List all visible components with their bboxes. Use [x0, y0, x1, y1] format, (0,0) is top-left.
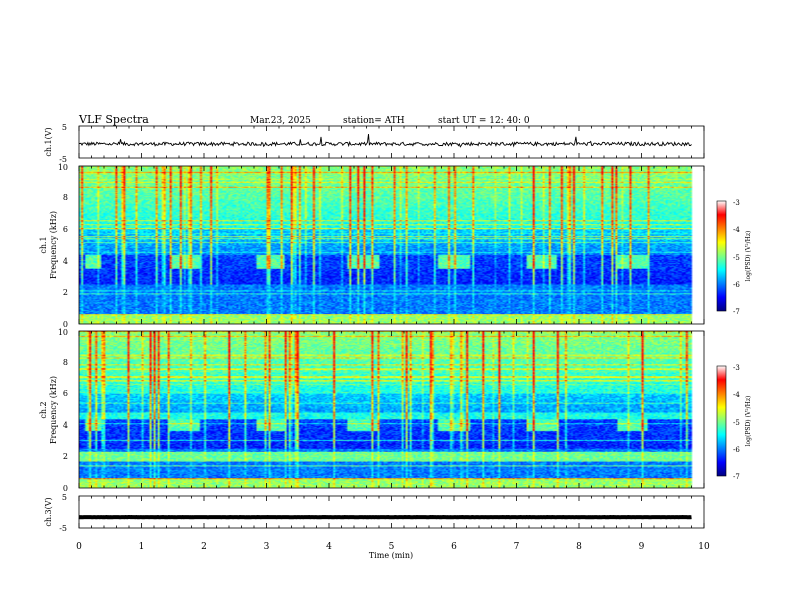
- figure-title: VLF Spectra: [78, 113, 149, 126]
- ch1-spectrogram-image: [79, 166, 704, 324]
- ch1-ytick-4: 4: [63, 257, 68, 266]
- ch2-cbar-tick-m6: -6: [733, 446, 740, 454]
- ch2-spectrogram-panel: 0 2 4 6 8 10 ch.2 Frequency (kHz): [39, 328, 705, 493]
- ch1-colorbar-gradient: [716, 200, 727, 312]
- ch2-spectrogram-ylabel: ch.2: [39, 401, 48, 418]
- ch3-ytick-top: 5: [62, 493, 67, 502]
- x-tick-label: 5: [389, 542, 395, 552]
- time-axis-label: Time (min): [369, 551, 413, 560]
- x-tick-label: 7: [514, 542, 520, 552]
- ch1-cbar-tick-m5: -5: [733, 254, 740, 262]
- ch1-waveform-ylabel: ch.1(V): [44, 127, 53, 156]
- ch1-frequency-label: Frequency (kHz): [49, 211, 58, 279]
- ch1-colorbar: -3 -4 -5 -6 -7 log(PSD) (V²/Hz): [716, 199, 752, 316]
- ch1-spectrogram-panel: 0 2 4 6 8 10 ch.1 Frequency (kHz): [39, 163, 705, 329]
- ch1-cbar-tick-m7: -7: [733, 308, 740, 316]
- ch2-cbar-tick-m5: -5: [733, 419, 740, 427]
- x-tick-label: 9: [639, 542, 645, 552]
- x-tick-label: 0: [76, 542, 82, 552]
- ch1-ytick-top: 5: [62, 123, 67, 132]
- x-tick-label: 2: [201, 542, 207, 552]
- ch2-ytick-4: 4: [63, 421, 68, 430]
- x-tick-label: 8: [576, 542, 582, 552]
- ch1-cbar-tick-m3: -3: [733, 199, 740, 207]
- ch1-ytick-8: 8: [63, 193, 68, 202]
- x-tick-label: 3: [264, 542, 270, 552]
- ch2-spectrogram-image: [79, 331, 704, 488]
- ch2-ytick-10: 10: [58, 328, 68, 337]
- ch2-cbar-tick-m7: -7: [733, 473, 740, 481]
- ch1-spectrogram-ylabel: ch.1: [39, 236, 48, 253]
- figure-station: station= ATH: [343, 116, 405, 126]
- ch2-ytick-6: 6: [63, 389, 68, 398]
- ch2-colorbar-label: log(PSD) (V²/Hz): [745, 396, 752, 447]
- ch1-cbar-tick-m4: -4: [733, 226, 740, 234]
- ch1-ytick-bottom: -5: [59, 155, 67, 164]
- ch2-ytick-0: 0: [63, 484, 68, 493]
- ch1-waveform-panel: 5 -5 ch.1(V): [44, 123, 705, 164]
- figure-start-time: start UT = 12: 40: 0: [438, 116, 530, 126]
- ch2-frequency-label: Frequency (kHz): [49, 376, 58, 444]
- x-tick-label: 6: [451, 542, 457, 552]
- ch2-cbar-tick-m4: -4: [733, 391, 740, 399]
- x-tick-label: 1: [139, 542, 145, 552]
- x-tick-label: 4: [326, 542, 332, 552]
- ch1-cbar-tick-m6: -6: [733, 281, 740, 289]
- ch2-colorbar: -3 -4 -5 -6 -7 log(PSD) (V²/Hz): [716, 364, 752, 481]
- ch2-ytick-2: 2: [63, 452, 68, 461]
- ch1-ytick-10: 10: [58, 163, 68, 172]
- ch1-waveform-line: [78, 133, 692, 148]
- time-axis-tick-labels: 0 1 2 3 4 5 6 7 8 9 10: [76, 542, 710, 552]
- time-axis-ticks: [78, 126, 705, 528]
- ch1-ytick-6: 6: [63, 225, 68, 234]
- ch1-ytick-2: 2: [63, 288, 68, 297]
- ch3-ytick-bottom: -5: [59, 524, 67, 533]
- ch2-ytick-8: 8: [63, 358, 68, 367]
- ch1-ytick-0: 0: [63, 320, 68, 329]
- x-tick-label: 10: [698, 542, 710, 552]
- ch2-colorbar-gradient: [716, 365, 727, 477]
- ch3-waveform-ylabel: ch.3(V): [44, 497, 53, 526]
- figure-date: Mar.23, 2025: [250, 116, 311, 126]
- ch3-waveform-panel: 5 -5 ch.3(V): [44, 493, 705, 533]
- ch2-cbar-tick-m3: -3: [733, 364, 740, 372]
- ch1-colorbar-label: log(PSD) (V²/Hz): [745, 231, 752, 282]
